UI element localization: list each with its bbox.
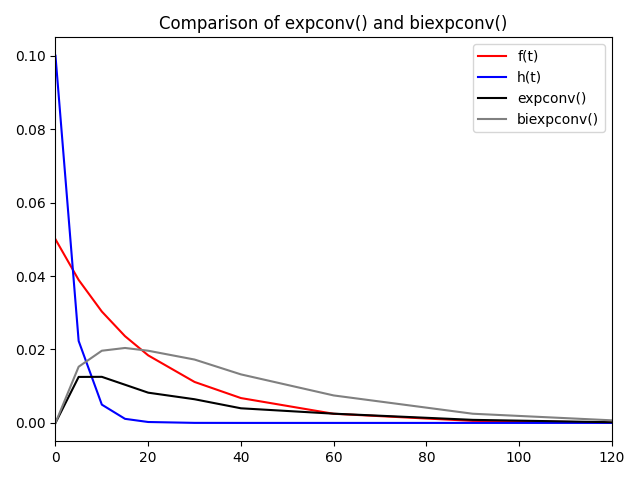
expconv() <box>121 382 129 388</box>
expconv() <box>191 396 198 402</box>
f(t) <box>75 277 83 283</box>
biexpconv() <box>98 348 106 354</box>
f(t) <box>145 352 152 358</box>
biexpconv() <box>330 393 337 398</box>
biexpconv() <box>469 411 477 417</box>
expconv() <box>98 374 106 380</box>
f(t) <box>237 395 244 401</box>
expconv() <box>75 374 83 380</box>
biexpconv() <box>52 420 60 426</box>
f(t) <box>191 379 198 385</box>
f(t) <box>330 411 337 417</box>
Title: Comparison of expconv() and biexpconv(): Comparison of expconv() and biexpconv() <box>159 15 508 33</box>
Line: h(t): h(t) <box>56 56 612 423</box>
h(t) <box>237 420 244 426</box>
expconv() <box>330 411 337 417</box>
biexpconv() <box>191 357 198 362</box>
biexpconv() <box>608 418 616 423</box>
expconv() <box>608 420 616 425</box>
h(t) <box>330 420 337 426</box>
Line: biexpconv(): biexpconv() <box>56 348 612 423</box>
biexpconv() <box>75 364 83 370</box>
f(t) <box>121 333 129 339</box>
h(t) <box>191 420 198 426</box>
h(t) <box>608 420 616 426</box>
expconv() <box>469 417 477 423</box>
h(t) <box>121 416 129 422</box>
expconv() <box>237 406 244 411</box>
f(t) <box>469 418 477 424</box>
h(t) <box>145 419 152 425</box>
Line: expconv(): expconv() <box>56 377 612 423</box>
Legend: f(t), h(t), expconv(), biexpconv(): f(t), h(t), expconv(), biexpconv() <box>473 44 605 132</box>
h(t) <box>75 338 83 344</box>
f(t) <box>608 420 616 425</box>
Line: f(t): f(t) <box>56 240 612 422</box>
h(t) <box>52 53 60 59</box>
expconv() <box>52 420 60 426</box>
h(t) <box>469 420 477 426</box>
f(t) <box>52 237 60 242</box>
biexpconv() <box>237 372 244 377</box>
expconv() <box>145 390 152 396</box>
biexpconv() <box>121 345 129 351</box>
f(t) <box>98 309 106 314</box>
biexpconv() <box>145 348 152 354</box>
h(t) <box>98 402 106 408</box>
